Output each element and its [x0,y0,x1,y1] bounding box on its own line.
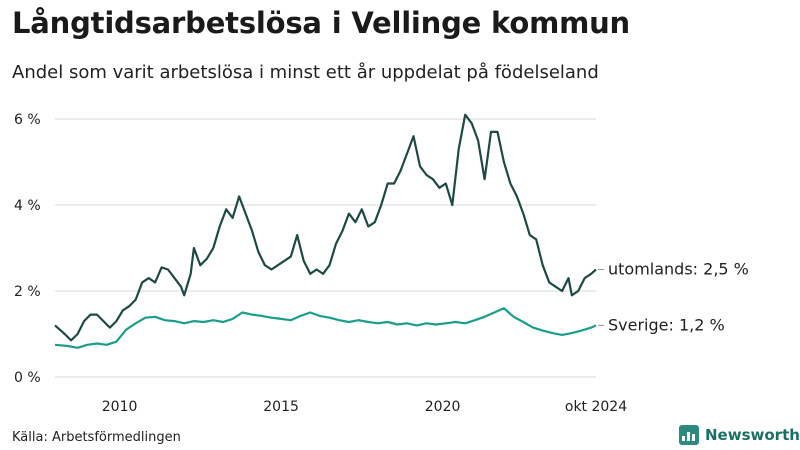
chart-title: Långtidsarbetslösa i Vellinge kommun [12,6,630,40]
series-end-labels: utomlands: 2,5 % Sverige: 1,2 % [598,260,749,334]
y-tick-label: 0 % [14,370,41,386]
x-tick-label: 2020 [425,399,461,415]
chart-subtitle: Andel som varit arbetslösa i minst ett å… [12,62,599,83]
y-tick-label: 2 % [14,284,41,300]
bar-chart-icon [679,425,699,445]
series-end-label: utomlands: 2,5 % [608,260,749,279]
series-line-utomlands [54,113,597,342]
x-axis-ticks: 2010 2015 2020 okt 2024 [102,399,627,415]
y-axis-ticks: 0 % 2 % 4 % 6 % [14,112,41,386]
series-lines [54,113,597,349]
newsworthy-logo: Newsworthy [679,425,800,445]
x-tick-label: okt 2024 [565,399,627,415]
y-tick-label: 4 % [14,198,41,214]
series-end-label: Sverige: 1,2 % [608,315,725,334]
brand-name: Newsworthy [705,426,800,444]
gridlines [55,118,596,378]
x-tick-label: 2010 [102,399,138,415]
source-note: Källa: Arbetsförmedlingen [12,430,181,445]
x-tick-label: 2015 [263,399,299,415]
y-tick-label: 6 % [14,112,41,128]
series-line-sverige [54,307,597,349]
